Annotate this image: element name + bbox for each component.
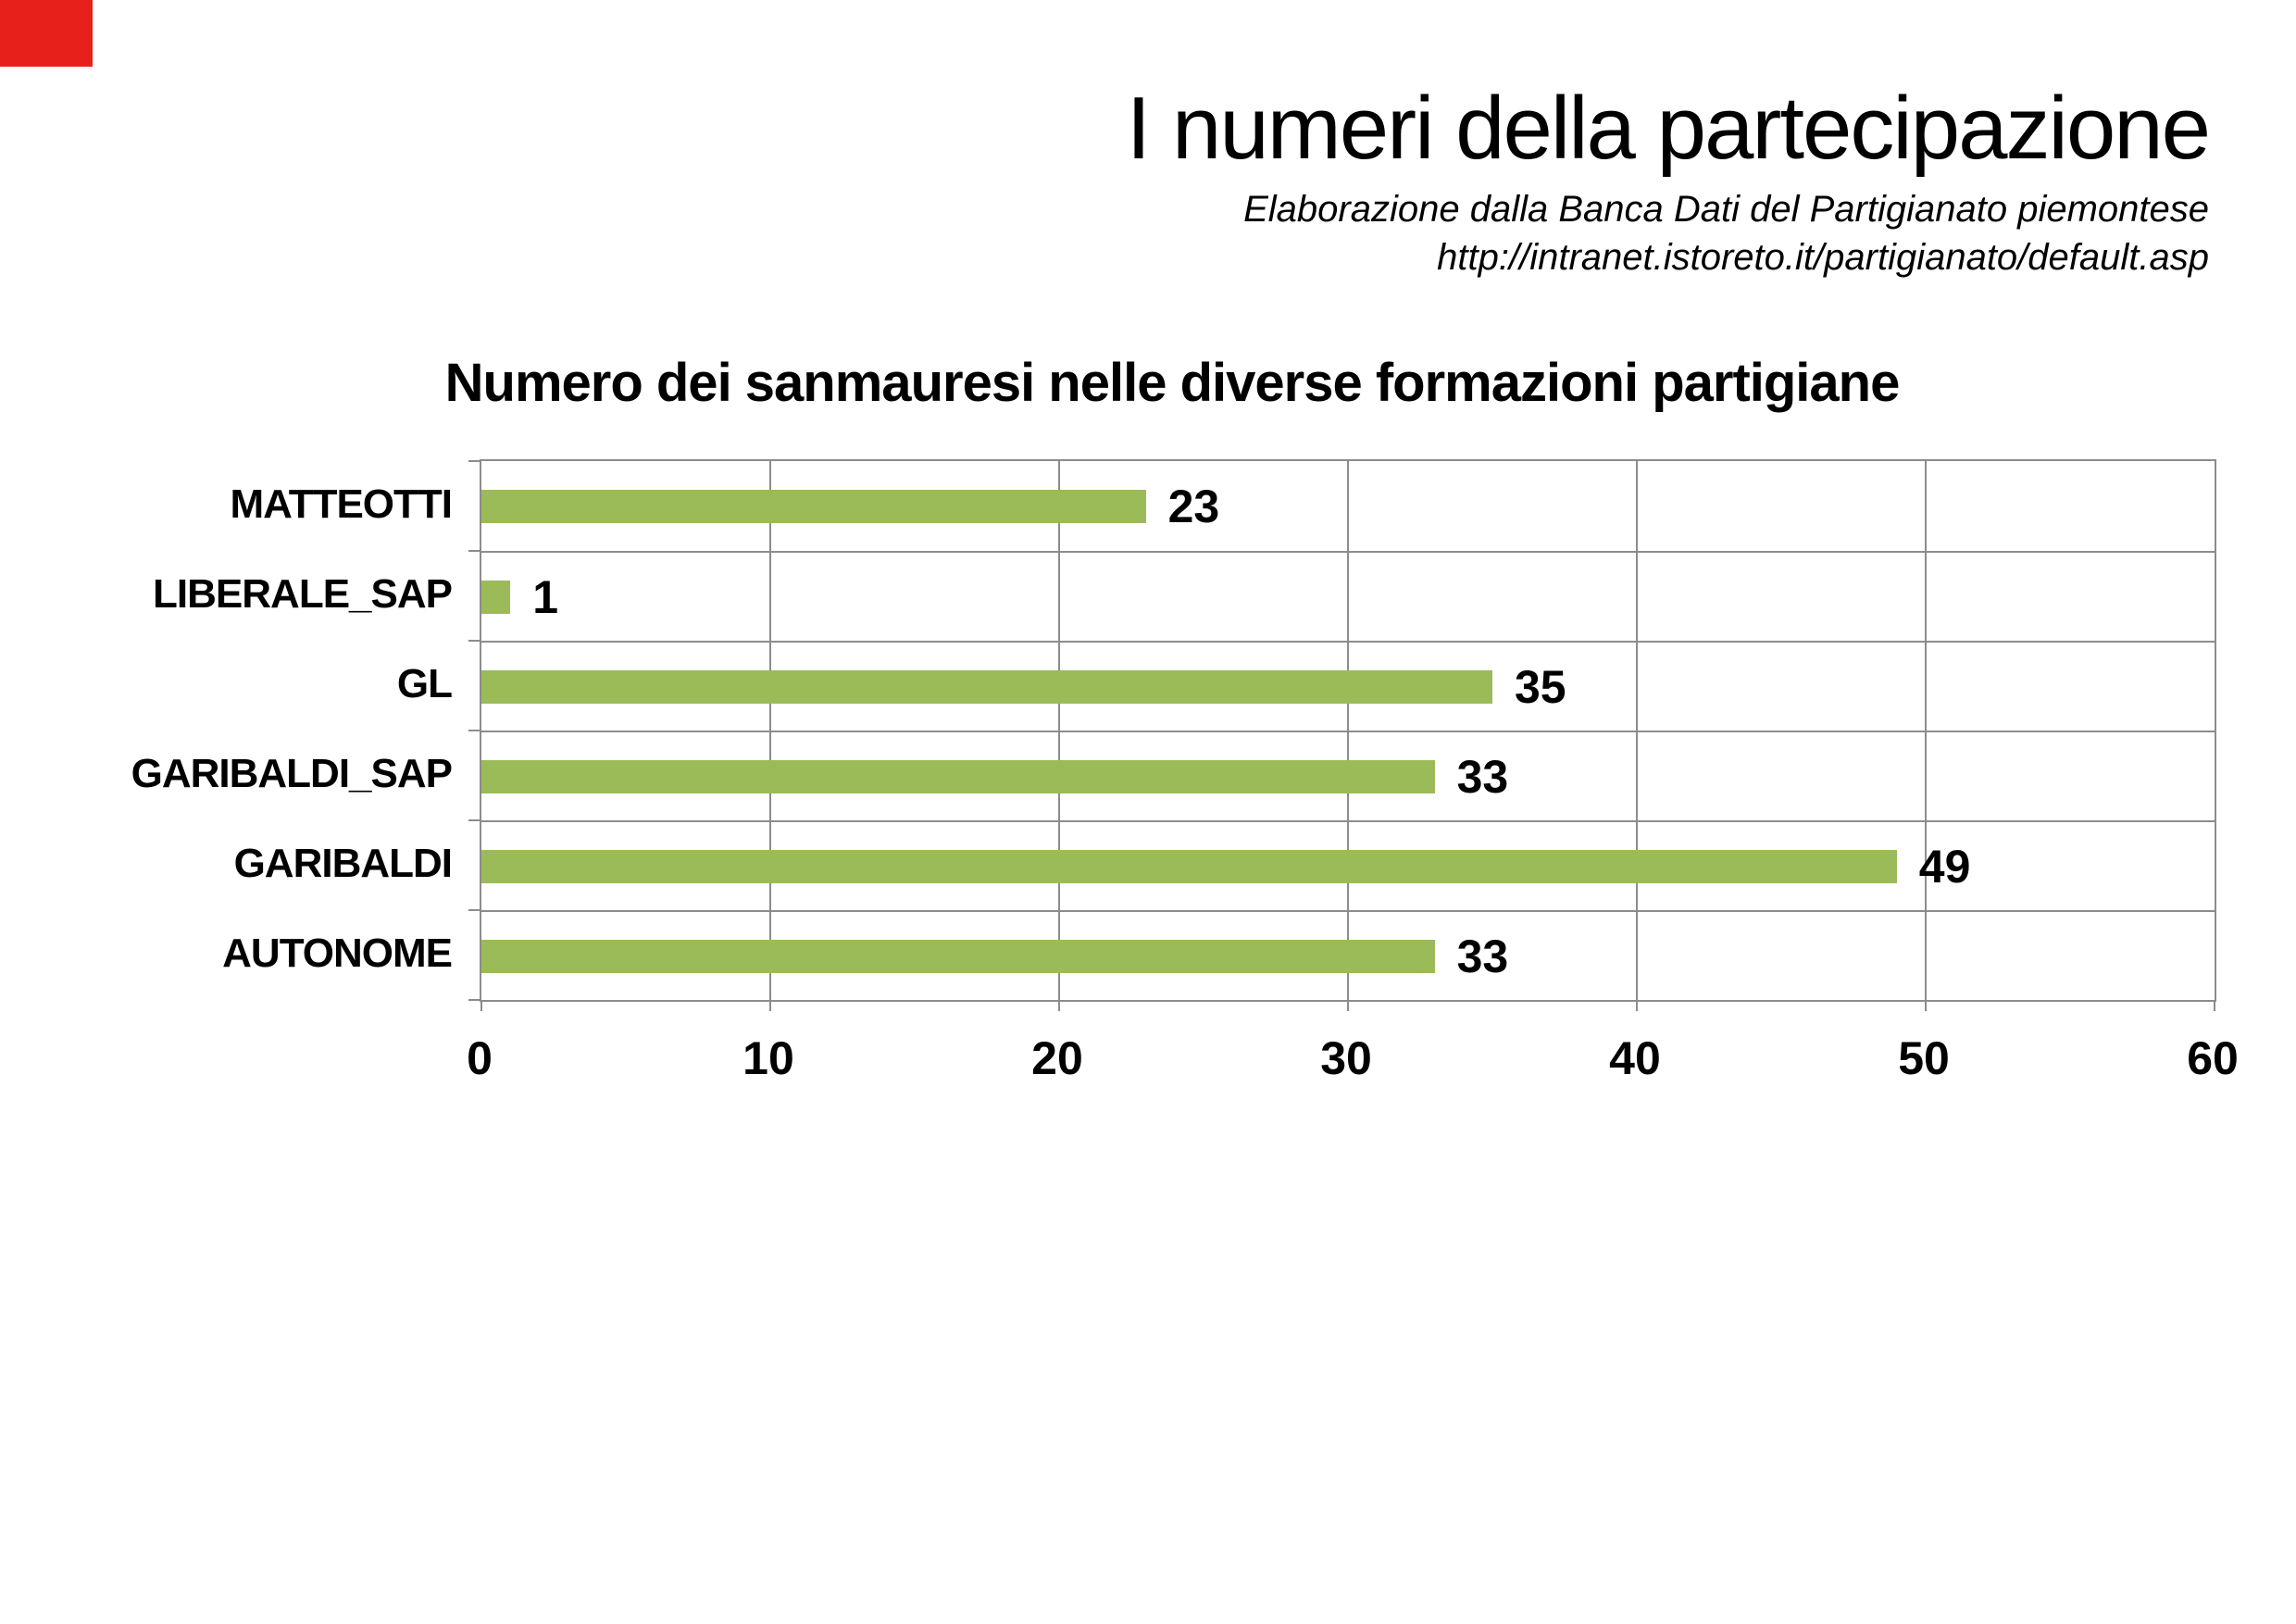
plot-row: 33 xyxy=(481,731,2215,820)
plot-row: 33 xyxy=(481,910,2215,1000)
category-label: AUTONOME xyxy=(222,930,453,976)
x-tick-mark xyxy=(1925,1000,1927,1011)
x-tick-label: 50 xyxy=(1898,1032,1950,1084)
bar xyxy=(481,759,1435,793)
bar xyxy=(481,939,1435,973)
red-accent-block xyxy=(0,0,93,67)
value-label: 49 xyxy=(1918,840,1971,893)
category-tick-mark xyxy=(468,999,480,1001)
value-label: 33 xyxy=(1456,930,1509,982)
x-tick-mark xyxy=(768,1000,771,1011)
category-label: GL xyxy=(396,660,453,706)
category-tick-mark xyxy=(468,640,480,642)
bar xyxy=(481,489,1146,523)
bar xyxy=(481,669,1492,704)
x-tick-mark xyxy=(480,1000,482,1011)
x-tick-label: 60 xyxy=(2187,1032,2239,1084)
plot-row: 49 xyxy=(481,820,2215,910)
category-label: GARIBALDI_SAP xyxy=(131,750,453,796)
category-axis: MATTEOTTI LIBERALE_SAP GL GARIBALDI_SAP GARI… xyxy=(120,459,480,1002)
slide-title: I numeri della partecipazione xyxy=(1126,79,2211,178)
category-label: MATTEOTTI xyxy=(230,481,453,527)
x-tick-label: 0 xyxy=(467,1032,493,1084)
chart-title: Numero dei sanmauresi nelle diverse form… xyxy=(444,353,1901,413)
category-label: LIBERALE_SAP xyxy=(153,570,453,617)
category-tick-mark xyxy=(468,909,480,911)
bar-chart: Numero dei sanmauresi nelle diverse form… xyxy=(120,353,2239,1104)
chart-body: MATTEOTTI LIBERALE_SAP GL GARIBALDI_SAP GARI… xyxy=(120,459,2224,1011)
x-tick-label: 10 xyxy=(742,1032,794,1084)
bar xyxy=(481,849,1897,883)
value-axis: 0 10 20 30 40 50 60 xyxy=(467,1002,2239,1104)
x-tick-label: 40 xyxy=(1609,1032,1661,1084)
subtitle-line-1: Elaborazione dalla Banca Dati del Partig… xyxy=(1243,189,2209,230)
plot-area: 23 1 35 33 49 33 xyxy=(468,459,2216,1011)
x-tick-mark xyxy=(2214,1000,2215,1011)
plot-row: 23 xyxy=(481,461,2215,551)
x-tick-mark xyxy=(1635,1000,1638,1011)
value-label: 23 xyxy=(1167,480,1220,532)
slide-header: I numeri della partecipazione Elaborazio… xyxy=(1126,78,2211,281)
slide-subtitle: Elaborazione dalla Banca Dati del Partig… xyxy=(1127,185,2209,281)
category-tick-mark xyxy=(468,819,480,821)
x-tick-label: 20 xyxy=(1031,1032,1083,1084)
category-label: GARIBALDI xyxy=(233,840,453,886)
plot-row: 1 xyxy=(481,551,2215,641)
category-tick-mark xyxy=(468,460,480,462)
category-tick-mark xyxy=(468,730,480,731)
value-label: 35 xyxy=(1515,660,1566,713)
value-label: 33 xyxy=(1456,750,1509,803)
category-tick-mark xyxy=(468,550,480,552)
bar xyxy=(481,580,511,614)
x-tick-label: 30 xyxy=(1320,1032,1372,1084)
value-label: 1 xyxy=(532,570,558,623)
x-tick-mark xyxy=(1057,1000,1060,1011)
x-tick-mark xyxy=(1347,1000,1349,1011)
subtitle-line-2: http://intranet.istoreto.it/partigianato… xyxy=(1437,237,2209,278)
plot-row: 35 xyxy=(481,641,2215,731)
